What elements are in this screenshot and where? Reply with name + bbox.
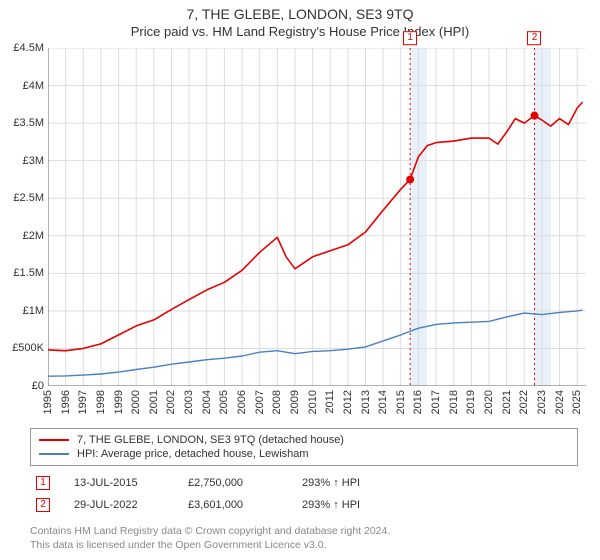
x-tick-label: 1996 (60, 390, 72, 414)
x-tick-label: 2021 (501, 390, 513, 414)
x-tick-label: 2015 (395, 390, 407, 414)
y-tick-label: £4.5M (13, 42, 44, 54)
sale-delta-2: 293% ↑ HPI (302, 499, 392, 511)
legend-box: 7, THE GLEBE, LONDON, SE3 9TQ (detached … (30, 428, 578, 466)
sale-price-1: £2,750,000 (188, 477, 278, 489)
x-tick-label: 2018 (448, 390, 460, 414)
sale-date-2: 29-JUL-2022 (74, 499, 164, 511)
x-tick-label: 2001 (148, 390, 160, 414)
x-tick-label: 1997 (77, 390, 89, 414)
x-tick-label: 2013 (360, 390, 372, 414)
x-tick-label: 2003 (183, 390, 195, 414)
sale-price-2: £3,601,000 (188, 499, 278, 511)
y-tick-label: £3.5M (13, 117, 44, 129)
attribution: Contains HM Land Registry data © Crown c… (30, 516, 578, 552)
sale-row-1: 1 13-JUL-2015 £2,750,000 293% ↑ HPI (30, 472, 578, 494)
sale-row-2: 2 29-JUL-2022 £3,601,000 293% ↑ HPI (30, 494, 578, 516)
chart-subtitle: Price paid vs. HM Land Registry's House … (0, 22, 600, 39)
x-tick-label: 2011 (324, 390, 336, 414)
attribution-line1: Contains HM Land Registry data © Crown c… (30, 524, 578, 538)
x-tick-label: 2006 (236, 390, 248, 414)
x-tick-label: 2005 (218, 390, 230, 414)
x-tick-label: 1995 (42, 390, 54, 414)
y-tick-label: £2.5M (13, 192, 44, 204)
sale-delta-1: 293% ↑ HPI (302, 477, 392, 489)
x-tick-label: 2010 (307, 390, 319, 414)
x-tick-label: 2014 (377, 390, 389, 414)
x-tick-label: 2020 (483, 390, 495, 414)
sale-marker-label: 2 (527, 31, 541, 45)
x-tick-label: 1999 (113, 390, 125, 414)
x-tick-label: 1998 (95, 390, 107, 414)
chart-area: £0£500K£1M£1.5M£2M£2.5M£3M£3.5M£4M£4.5M … (48, 48, 586, 386)
y-tick-label: £1M (23, 305, 44, 317)
chart-title: 7, THE GLEBE, LONDON, SE3 9TQ (0, 0, 600, 22)
x-tick-label: 2025 (571, 390, 583, 414)
legend-label-series1: 7, THE GLEBE, LONDON, SE3 9TQ (detached … (77, 434, 344, 446)
x-tick-label: 2000 (130, 390, 142, 414)
attribution-line2: This data is licensed under the Open Gov… (30, 538, 578, 552)
chart-footer: 7, THE GLEBE, LONDON, SE3 9TQ (detached … (30, 428, 578, 552)
x-tick-label: 2016 (412, 390, 424, 414)
sale-marker-label: 1 (403, 31, 417, 45)
x-tick-label: 2012 (342, 390, 354, 414)
legend-row-series1: 7, THE GLEBE, LONDON, SE3 9TQ (detached … (39, 433, 569, 447)
sale-date-1: 13-JUL-2015 (74, 477, 164, 489)
x-tick-label: 2022 (518, 390, 530, 414)
legend-label-series2: HPI: Average price, detached house, Lewi… (77, 448, 309, 460)
x-tick-label: 2009 (289, 390, 301, 414)
y-tick-label: £2M (23, 230, 44, 242)
x-tick-label: 2024 (554, 390, 566, 414)
x-tick-label: 2002 (165, 390, 177, 414)
sale-badge-1: 1 (36, 476, 50, 490)
x-tick-label: 2019 (465, 390, 477, 414)
y-tick-label: £3M (23, 155, 44, 167)
x-tick-label: 2007 (254, 390, 266, 414)
legend-row-series2: HPI: Average price, detached house, Lewi… (39, 447, 569, 461)
y-tick-label: £1.5M (13, 267, 44, 279)
x-tick-label: 2023 (536, 390, 548, 414)
x-tick-label: 2008 (271, 390, 283, 414)
legend-swatch-series2 (39, 453, 69, 455)
chart-plot (48, 48, 586, 386)
sale-badge-2: 2 (36, 498, 50, 512)
y-tick-label: £4M (23, 80, 44, 92)
x-tick-label: 2017 (430, 390, 442, 414)
y-tick-label: £500K (12, 342, 44, 354)
legend-swatch-series1 (39, 439, 69, 441)
x-tick-label: 2004 (201, 390, 213, 414)
